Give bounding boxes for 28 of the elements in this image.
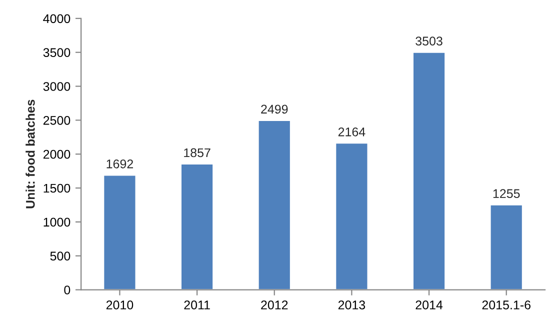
x-tick-label: 2014 (416, 300, 443, 310)
y-tick-label: 2000 (43, 150, 70, 159)
bar (489, 204, 524, 290)
y-tick-label: 1500 (44, 184, 70, 193)
y-tick-label: 1000 (44, 218, 70, 227)
data-label: 2499 (261, 104, 288, 114)
data-label: 1255 (493, 189, 520, 198)
data-label: 1857 (184, 148, 210, 158)
y-tick-label: 4000 (43, 14, 70, 24)
bar (180, 163, 214, 290)
y-tick-label: 0 (64, 286, 70, 294)
data-label: 1692 (106, 160, 133, 168)
y-tick-label: 3500 (43, 48, 70, 57)
y-axis-title: Unit: food batches (26, 100, 35, 208)
data-label: 2164 (338, 127, 366, 136)
x-tick-label: 2013 (338, 300, 366, 310)
y-tick-label: 3000 (43, 82, 70, 91)
bar (412, 51, 446, 290)
bar (102, 174, 137, 290)
y-tick-label: 500 (50, 252, 70, 261)
x-tick-label: 2011 (184, 300, 210, 310)
x-tick-label: 2012 (261, 300, 288, 310)
data-label: 3503 (416, 36, 442, 46)
y-tick-label: 2500 (43, 116, 70, 125)
x-tick-label: 2010 (106, 300, 134, 310)
bar (334, 142, 369, 290)
x-tick-label: 2015.1-6 (482, 300, 530, 310)
bar (257, 120, 292, 290)
